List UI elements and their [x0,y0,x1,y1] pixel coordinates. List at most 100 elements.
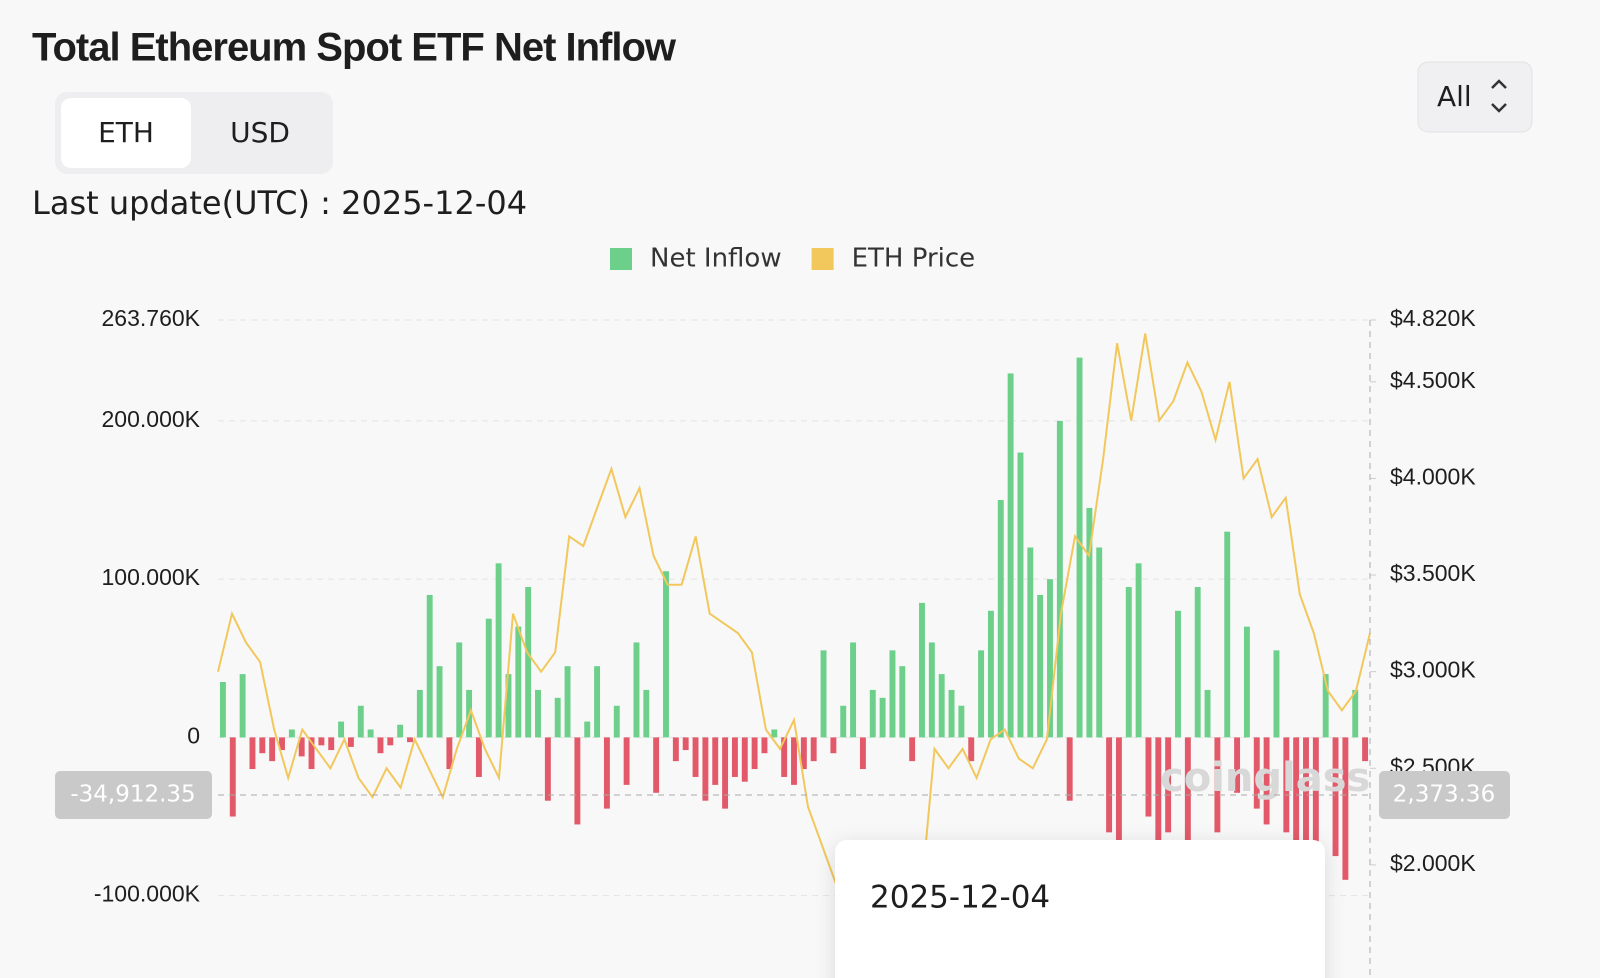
bar [1263,737,1270,825]
bar [1243,626,1250,738]
bar [1214,737,1221,833]
bar [682,737,689,751]
legend-label: Net Inflow [650,244,782,274]
bar [318,737,325,746]
bar [869,689,876,738]
bar [1125,587,1132,738]
bar [1037,594,1044,738]
bar [279,737,285,751]
bar [269,737,276,762]
y2-tick-label: $2.000K [1390,850,1476,876]
bar [722,737,729,809]
crosshair-left-label: -34,912.35 [70,782,195,808]
bar [850,642,857,738]
page-title: Total Ethereum Spot ETF Net Inflow [32,26,677,70]
bar [446,737,453,770]
bar [574,737,581,825]
bar [1017,452,1024,738]
tab[interactable]: ETH [98,116,154,149]
bar [978,650,985,738]
bar [594,666,601,738]
bar [515,626,522,738]
bar [623,737,630,785]
bar [613,705,620,738]
bar [761,737,768,754]
bar [958,705,965,738]
bar [328,737,335,751]
bar [456,642,463,738]
y2-tick-label: $4.500K [1390,367,1476,393]
bar [800,737,807,770]
bar [1047,579,1053,738]
bar [219,682,226,738]
bar [1056,420,1063,738]
bar [909,737,916,762]
tooltip-date: 2025-12-04 [870,880,1050,916]
bar [751,737,758,770]
y2-tick-label: $4.000K [1390,464,1476,490]
bar [347,737,354,747]
bar [830,737,837,754]
bar [288,729,295,738]
y2-tick-label: $3.000K [1390,657,1476,683]
bar [692,737,699,777]
bar [791,737,797,785]
bar [535,689,541,738]
tooltip [835,840,1325,978]
bar [554,697,561,738]
bar [1027,547,1034,738]
bar [1076,357,1083,738]
bar [239,674,246,738]
y-tick-label: 200.000K [102,406,201,432]
legend: Net Inflow ETH Price [610,244,975,274]
bar [938,674,945,738]
bar [741,737,748,782]
bar [367,729,374,738]
y-tick-label: 263.760K [102,305,201,331]
bar [1224,531,1231,738]
bar [968,737,975,762]
bar [525,587,532,738]
y2-tick-label: $3.500K [1390,560,1476,586]
bar [1332,737,1339,857]
bar [1165,737,1172,833]
bar [633,642,640,738]
bar [407,737,413,743]
bar [1086,507,1093,738]
bar [879,697,886,738]
bar [1096,547,1103,738]
tab[interactable]: USD [230,116,290,149]
bar [1007,373,1014,738]
crosshair-left-box [55,771,212,819]
bar [1322,674,1329,738]
chart: -100.000K 0 100.000K 200.000K 263.760K $2.000… [94,244,1476,954]
range-select-text[interactable]: All [1437,80,1472,113]
bar [298,737,305,757]
bar [1293,737,1300,864]
bar [505,674,512,738]
bar [1184,737,1191,849]
bar [485,618,492,738]
range-select[interactable] [1417,61,1533,133]
bar [584,721,591,738]
bar [1273,650,1280,738]
price-line [217,333,1371,954]
bar [1135,563,1142,738]
last-update: Last update(UTC) : 2025-12-04 [32,184,527,222]
bar [603,737,610,809]
bar [919,602,925,738]
bar [308,737,315,770]
bar [1342,737,1349,880]
bar [948,689,955,738]
bar [475,737,482,777]
bar [1253,737,1260,809]
bar [387,737,394,746]
bar [889,650,896,738]
tab-active[interactable] [61,98,191,168]
bar [1066,737,1073,801]
bar [820,650,827,738]
bar [1204,689,1211,738]
watermark: coinglass [1160,755,1370,801]
